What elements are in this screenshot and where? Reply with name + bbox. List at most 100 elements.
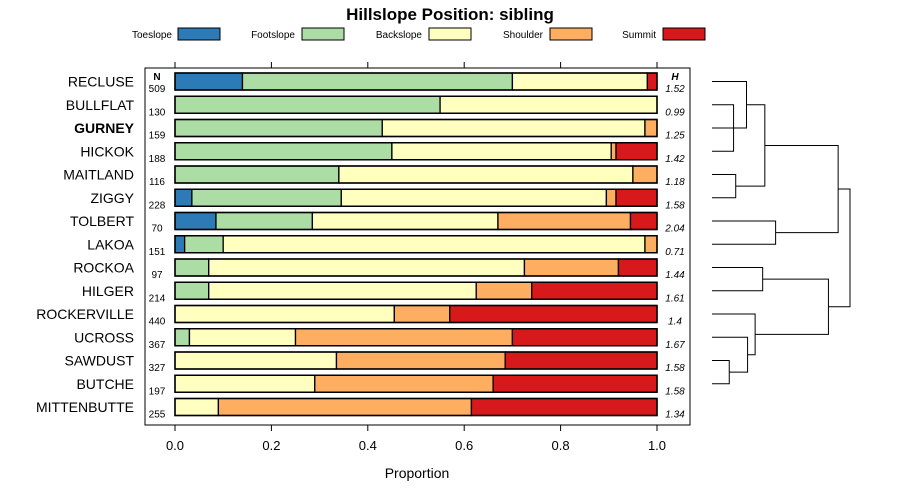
bar-segment-tolbert-summit [629,211,658,231]
dendrogram-branch-12 [828,188,851,308]
bar-segment-bullflat-footslope [174,95,441,114]
bar-segment-hickok-footslope [174,142,393,161]
bar-segment-gurney-backslope [381,118,646,138]
bars: 509 1.52 130 0.99 159 1.25 188 1.42 116 1.18 228 1.… [149,72,685,421]
dendrogram [712,81,851,385]
bar-segment-ziggy-toeslope [174,188,193,207]
bar-segment-tolbert-backslope [311,211,499,231]
legend-label-toeslope: Toeslope [132,30,172,41]
bar-segment-hickok-backslope [391,142,612,161]
bar-segment-tolbert-footslope [215,211,314,231]
bar-segment-ziggy-footslope [191,188,342,207]
h-value-bullflat: 0.99 [665,107,685,118]
bar-segment-recluse-toeslope [174,72,244,91]
bar-outline-rockerville [174,304,658,324]
n-column-header: N [153,72,160,83]
n-value-ucross: 367 [149,340,166,351]
bar-segment-maitland-shoulder [632,165,658,184]
bar-outline-hickok [174,142,658,161]
dendrogram-branch-11 [764,144,839,234]
x-tick-label-2: 0.4 [359,438,377,453]
category-label-maitland: MAITLAND [63,167,134,183]
dendrogram-branch-4 [712,336,749,373]
bar-segment-lakoa-backslope [222,235,646,254]
x-tick-label-5: 1.0 [648,438,666,453]
bar-outline-hilger [174,281,658,300]
category-label-gurney: GURNEY [74,120,135,136]
bar-segment-sawdust-shoulder [335,351,506,370]
bar-segment-ziggy-backslope [340,188,608,207]
category-label-rockerville: ROCKERVILLE [36,306,134,322]
bar-segment-rockerville-summit [449,304,658,324]
category-label-butche: BUTCHE [76,376,134,392]
bar-segment-butche-backslope [174,374,316,393]
category-label-lakoa: LAKOA [87,236,134,252]
category-label-rockoa: ROCKOA [73,260,134,276]
n-value-sawdust: 327 [149,363,166,374]
bar-segment-lakoa-shoulder [644,235,658,254]
bar-segment-hilger-backslope [208,281,477,300]
bar-segment-sawdust-backslope [174,351,338,370]
axes: 0.0 0.2 0.4 0.6 0.8 1.0 [166,62,666,453]
bar-segment-rockoa-backslope [208,258,526,277]
n-value-rockoa: 97 [151,270,163,281]
bar-outline-recluse [174,72,658,91]
legend-label-footslope: Footslope [251,30,295,41]
dendrogram-branch-10 [755,278,829,335]
legend-swatch-toeslope [177,27,221,41]
x-tick-label-1: 0.2 [262,438,280,453]
bar-segment-rockoa-footslope [174,258,210,277]
bar-segment-recluse-summit [646,72,658,91]
n-value-bullflat: 130 [149,107,166,118]
chart-title: Hillslope Position: sibling [346,5,554,24]
h-value-ucross: 1.67 [665,340,685,351]
dendrogram-branch-8 [712,267,764,292]
bar-segment-ziggy-shoulder [605,188,617,207]
bar-segment-ucross-footslope [174,328,191,347]
bar-segment-hilger-footslope [174,281,210,300]
n-value-hickok: 188 [149,154,166,165]
bar-segment-ucross-summit [511,328,658,347]
bar-segment-hickok-summit [615,142,658,161]
plot-frame [144,67,691,426]
x-axis-label: Proportion [385,465,450,481]
bar-outline-bullflat [174,95,658,114]
n-value-butche: 197 [149,386,166,397]
bar-segment-butche-shoulder [314,374,494,393]
h-value-hilger: 1.61 [665,293,684,304]
h-value-rockerville: 1.4 [668,317,682,328]
dendrogram-branch-6 [712,313,756,356]
dendrogram-branch-9 [712,220,777,245]
bar-outline-ziggy [174,188,658,207]
dendrogram-branch-0 [712,360,730,385]
dendrogram-branch-2 [712,174,737,199]
bar-segment-gurney-shoulder [644,118,658,138]
category-label-recluse: RECLUSE [68,74,134,90]
bar-segment-recluse-backslope [511,72,649,91]
n-value-mittenbutte: 255 [149,410,166,421]
n-value-maitland: 116 [149,177,165,188]
h-value-gurney: 1.25 [665,131,685,142]
bar-segment-maitland-backslope [338,165,634,184]
legend: Toeslope Footslope Backslope Shoulder Summit [132,27,706,41]
n-value-lakoa: 151 [149,247,166,258]
legend-swatch-shoulder [549,27,593,41]
bar-segment-lakoa-footslope [183,235,224,254]
legend-label-backslope: Backslope [376,30,423,41]
bar-segment-tolbert-shoulder [497,211,632,231]
h-value-butche: 1.58 [665,386,685,397]
category-label-bullflat: BULLFLAT [66,97,135,113]
legend-swatch-footslope [301,27,345,41]
bar-segment-mittenbutte-shoulder [217,397,473,417]
h-column-header: H [671,72,679,83]
bar-segment-hickok-shoulder [610,142,617,161]
h-value-ziggy: 1.58 [665,200,685,211]
x-tick-label-3: 0.6 [455,438,473,453]
n-value-gurney: 159 [149,131,166,142]
h-value-mittenbutte: 1.34 [665,410,685,421]
h-value-recluse: 1.52 [665,84,685,95]
bar-segment-ucross-shoulder [294,328,514,347]
category-label-hickok: HICKOK [80,143,134,159]
n-value-ziggy: 228 [149,200,166,211]
